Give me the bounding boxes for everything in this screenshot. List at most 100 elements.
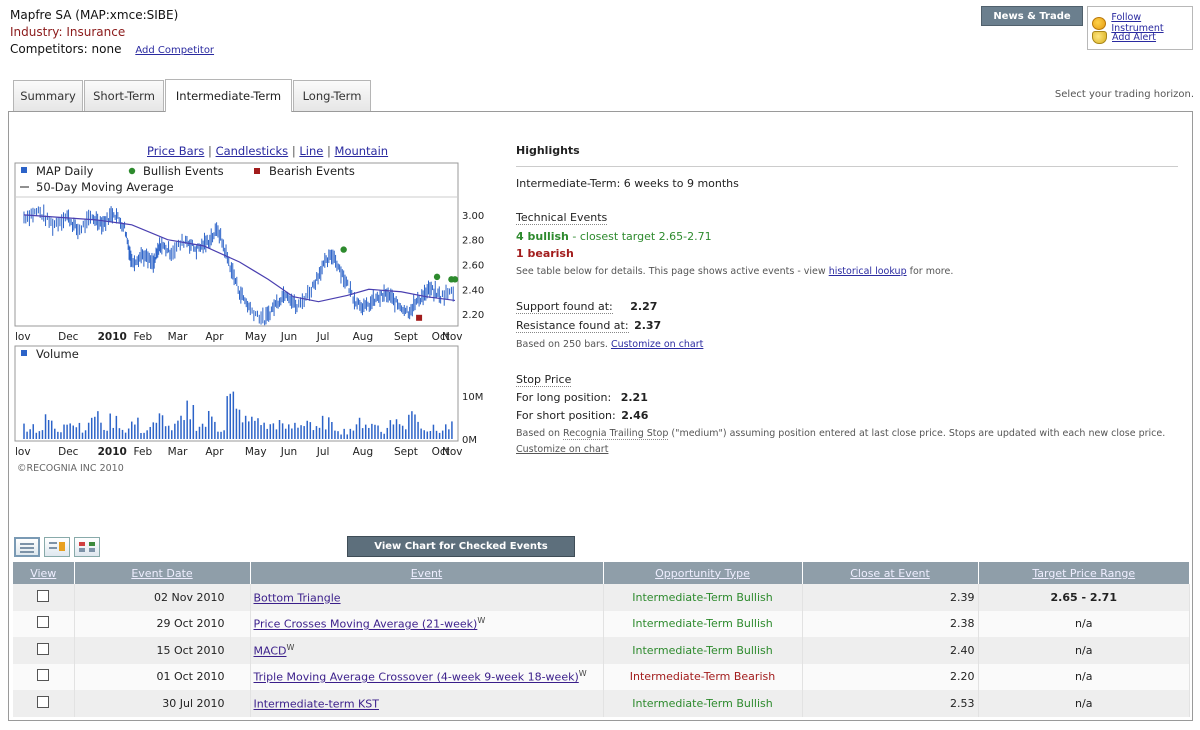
table-row: 02 Nov 2010 Bottom Triangle Intermediate-T… xyxy=(13,584,1190,611)
x-tick-label: lov xyxy=(15,446,31,458)
stop-note: Based on Recognia Trailing Stop ("medium… xyxy=(516,428,1181,440)
legend-series-marker xyxy=(21,167,27,173)
event-link[interactable]: Triple Moving Average Crossover (4-week … xyxy=(253,671,579,685)
price-bars-link[interactable]: Price Bars xyxy=(147,144,205,158)
bell-icon xyxy=(1092,31,1107,44)
event-link[interactable]: MACD xyxy=(253,644,287,658)
target-price-range: 2.65 - 2.71 xyxy=(978,584,1190,611)
event-cell: Triple Moving Average Crossover (4-week … xyxy=(250,663,604,690)
event-date: 15 Oct 2010 xyxy=(74,637,251,664)
legend-bullish-marker xyxy=(128,167,136,175)
price-tick-label: 2.20 xyxy=(462,310,484,321)
col-header-type[interactable]: Opportunity Type xyxy=(603,562,803,584)
tab-long-term[interactable]: Long-Term xyxy=(293,80,371,111)
col-header-close[interactable]: Close at Event xyxy=(802,562,979,584)
follow-row[interactable]: Follow Instrument xyxy=(1092,12,1192,34)
view-checkbox[interactable] xyxy=(37,669,50,682)
close-at-event: 2.20 xyxy=(802,663,979,690)
view-cell xyxy=(13,637,75,664)
add-competitor-link[interactable]: Add Competitor xyxy=(135,45,215,56)
detail-view-icon[interactable] xyxy=(44,537,70,557)
bullish-event-marker xyxy=(433,273,441,281)
content-panel xyxy=(8,111,1193,721)
alert-row[interactable]: Add Alert xyxy=(1092,31,1156,44)
long-stop-value: 2.21 xyxy=(620,391,648,404)
resistance-value: 2.37 xyxy=(634,319,662,332)
volume-legend-label: Volume xyxy=(36,347,79,361)
historical-lookup-link[interactable]: historical lookup xyxy=(828,266,907,277)
tab-intermediate-term[interactable]: Intermediate-Term xyxy=(165,79,292,112)
tab-summary[interactable]: Summary xyxy=(13,80,83,111)
x-tick-label: Oct xyxy=(432,331,450,343)
stop-note-text: Based on xyxy=(516,428,564,439)
volume-bars xyxy=(23,391,453,439)
legend-ma-label: 50-Day Moving Average xyxy=(36,180,174,194)
price-x-axis: lov Dec 2010 Feb Mar Apr May Jun Jul Aug Sept OctNo… xyxy=(15,331,463,343)
long-stop-label: For long position: xyxy=(516,391,612,404)
competitors-line: Competitors: none Add Competitor xyxy=(10,42,214,56)
long-stop-row: For long position: 2.21 xyxy=(516,391,648,404)
events-note-text: See table below for details. This page s… xyxy=(516,266,829,277)
view-checkbox[interactable] xyxy=(37,616,50,629)
view-checkbox[interactable] xyxy=(37,589,50,602)
table-row: 15 Oct 2010 MACDW Intermediate-Term Bullis… xyxy=(13,637,1190,664)
follow-instrument-link[interactable]: Follow Instrument xyxy=(1111,12,1164,34)
close-at-event: 2.39 xyxy=(802,584,979,611)
customize-support-link[interactable]: Customize on chart xyxy=(610,339,704,350)
col-header-date[interactable]: Event Date xyxy=(74,562,251,584)
bullish-event-marker xyxy=(451,276,459,283)
x-tick-label: Nov xyxy=(442,331,463,343)
grid-view-icon[interactable] xyxy=(74,537,100,557)
table-row: 29 Oct 2010 Price Crosses Moving Average … xyxy=(13,610,1190,637)
view-cell xyxy=(13,584,75,611)
price-chart[interactable]: MAP Daily Bullish Events Bearish Events … xyxy=(12,160,492,460)
instrument-actions-box: Follow Instrument Add Alert xyxy=(1087,6,1193,50)
x-tick-label: Feb xyxy=(134,446,153,458)
customize-stop-link[interactable]: Customize on chart xyxy=(516,444,609,455)
event-link[interactable]: Price Crosses Moving Average (21-week) xyxy=(253,618,478,632)
add-alert-link[interactable]: Add Alert xyxy=(1112,32,1157,43)
list-view-icon[interactable] xyxy=(14,537,40,557)
price-tick-label: 2.40 xyxy=(462,285,484,296)
event-date: 30 Jul 2010 xyxy=(74,690,251,717)
bearish-event-marker xyxy=(416,314,423,321)
price-y-axis: 3.00 2.80 2.60 2.40 2.20 xyxy=(462,211,484,321)
target-price-range: n/a xyxy=(978,690,1190,717)
view-mode-switcher xyxy=(14,537,100,557)
candlesticks-link[interactable]: Candlesticks xyxy=(215,144,289,158)
x-tick-label: May xyxy=(245,446,267,458)
short-stop-value: 2.46 xyxy=(621,409,649,422)
events-note: See table below for details. This page s… xyxy=(516,266,953,277)
view-checkbox[interactable] xyxy=(37,642,50,655)
bars-note: Based on 250 bars. xyxy=(516,339,608,350)
event-cell: Price Crosses Moving Average (21-week)W xyxy=(250,610,604,637)
volume-tick-0m: 0M xyxy=(462,435,477,446)
col-header-view[interactable]: View xyxy=(13,562,75,584)
horizon-hint: Select your trading horizon. xyxy=(1054,89,1194,100)
bars-note-row: Based on 250 bars. Customize on chart xyxy=(516,339,703,350)
x-tick-label: Apr xyxy=(205,446,224,458)
mountain-link[interactable]: Mountain xyxy=(334,144,389,158)
view-chart-checked-button[interactable]: View Chart for Checked Events xyxy=(347,536,575,557)
table-row: 01 Oct 2010 Triple Moving Average Crossov… xyxy=(13,663,1190,690)
x-tick-label: Aug xyxy=(353,331,374,343)
event-cell: Bottom Triangle xyxy=(250,584,604,611)
line-link[interactable]: Line xyxy=(299,144,324,158)
news-trade-button[interactable]: News & Trade xyxy=(981,6,1083,26)
tab-short-term[interactable]: Short-Term xyxy=(84,80,164,111)
event-link[interactable]: Bottom Triangle xyxy=(253,591,341,605)
event-link[interactable]: Intermediate-term KST xyxy=(253,697,379,711)
volume-legend-marker xyxy=(21,350,27,356)
table-row: 30 Jul 2010 Intermediate-term KST Intermed… xyxy=(13,690,1190,717)
opportunity-type: Intermediate-Term Bullish xyxy=(603,610,803,637)
legend-bearish-marker xyxy=(254,168,260,174)
close-at-event: 2.40 xyxy=(802,637,979,664)
event-date: 02 Nov 2010 xyxy=(74,584,251,611)
event-date: 01 Oct 2010 xyxy=(74,663,251,690)
view-checkbox[interactable] xyxy=(37,695,50,708)
col-header-event[interactable]: Event xyxy=(250,562,604,584)
col-header-target[interactable]: Target Price Range xyxy=(978,562,1190,584)
x-tick-label: May xyxy=(245,331,267,343)
x-tick-label: Jul xyxy=(316,331,330,343)
bullish-summary: 4 bullish - closest target 2.65-2.71 xyxy=(516,230,712,243)
